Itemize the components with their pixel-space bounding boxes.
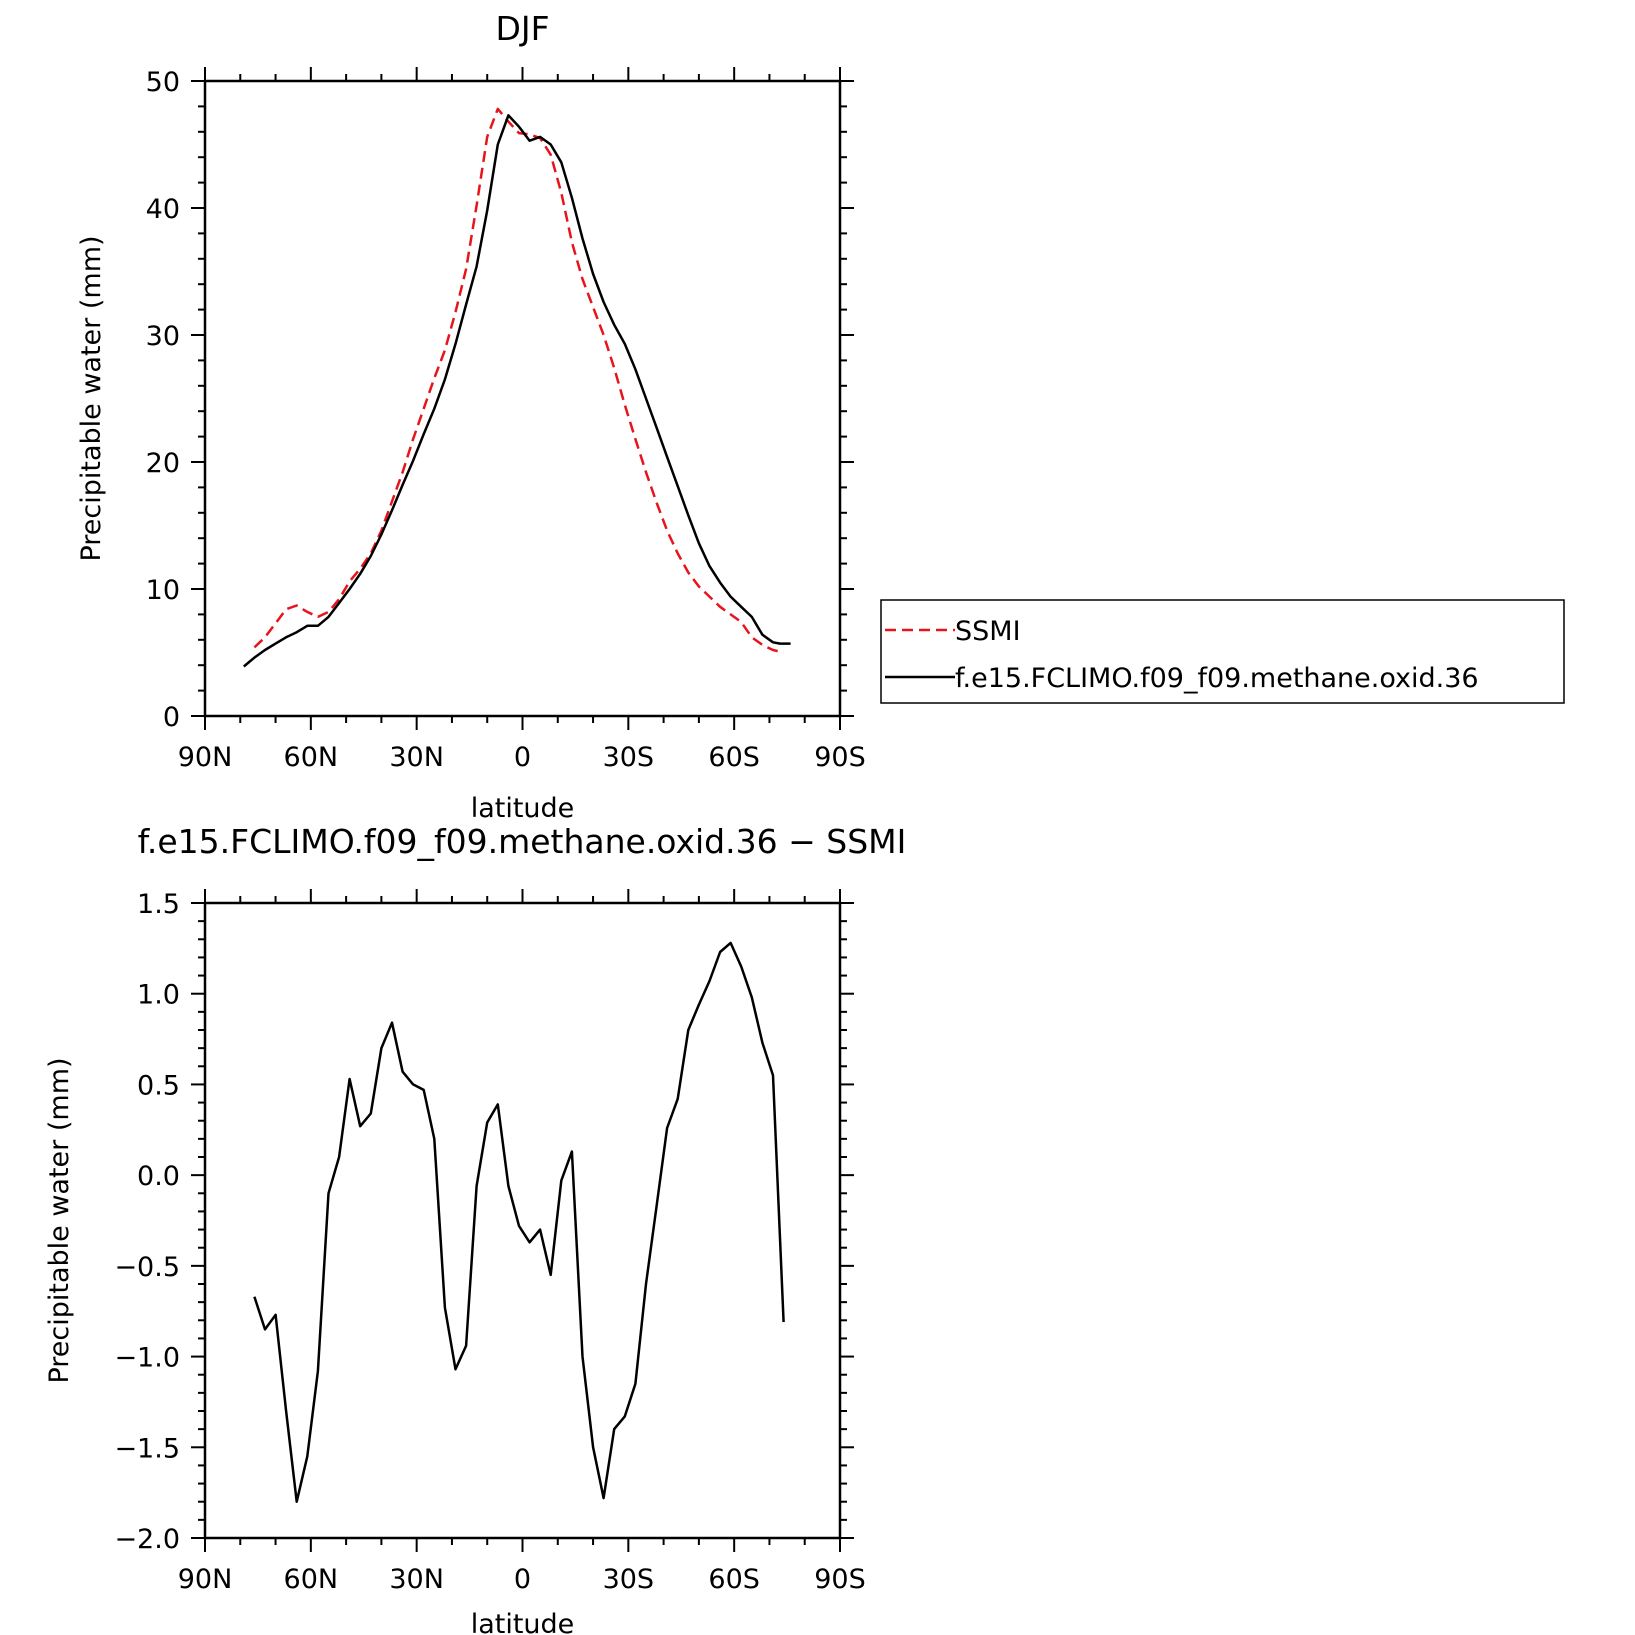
bottom-ytick-label: 0.5 xyxy=(137,1070,180,1101)
bottom-xtick-label: 30S xyxy=(603,1564,655,1595)
top-series-line-0 xyxy=(253,107,784,654)
top-xtick-label: 90S xyxy=(814,742,866,773)
bottom-y-axis-title: Precipitable water (mm) xyxy=(44,1057,75,1383)
legend: SSMI f.e15.FCLIMO.f09_f09.methane.oxid.3… xyxy=(880,599,1565,704)
legend-label-model: f.e15.FCLIMO.f09_f09.methane.oxid.36 xyxy=(955,663,1479,694)
bottom-plot-area: 90N 60N 30N 0 30S 60S 90S −2.0 −1.5 −1.0 −0.5 0.0 0.… xyxy=(114,889,866,1595)
top-ytick-label: 40 xyxy=(146,194,180,225)
top-plot-area: 90N 60N 30N 0 30S 60S 90S 0 10 20 30 40 50 xyxy=(146,67,866,773)
top-xtick-label: 30N xyxy=(389,742,444,773)
bottom-panel: f.e15.FCLIMO.f09_f09.methane.oxid.36 − S… xyxy=(44,822,906,1635)
legend-label-ssmi: SSMI xyxy=(955,616,1021,647)
bottom-ytick-label: −2.0 xyxy=(114,1524,180,1555)
bottom-ticks xyxy=(191,889,854,1552)
bottom-ytick-label: 0.0 xyxy=(137,1161,180,1192)
bottom-xtick-label: 0 xyxy=(514,1564,531,1595)
bottom-series-line-0 xyxy=(253,941,785,1503)
bottom-xtick-label: 90S xyxy=(814,1564,866,1595)
top-ytick-label: 20 xyxy=(146,448,180,479)
bottom-plot-frame xyxy=(203,901,842,1540)
bottom-xtick-label: 60N xyxy=(284,1564,339,1595)
bottom-plot-title: f.e15.FCLIMO.f09_f09.methane.oxid.36 − S… xyxy=(138,822,907,861)
top-xtick-label: 60N xyxy=(284,742,339,773)
top-x-axis-title: latitude xyxy=(471,793,575,824)
bottom-series xyxy=(253,941,785,1503)
bottom-ytick-label: −1.0 xyxy=(114,1343,180,1374)
top-y-axis-title: Precipitable water (mm) xyxy=(76,235,107,561)
top-plot-frame xyxy=(203,79,842,718)
bottom-ytick-label: −1.5 xyxy=(114,1433,180,1464)
top-tick-labels: 90N 60N 30N 0 30S 60S 90S 0 10 20 30 40 50 xyxy=(146,67,866,773)
top-ytick-label: 30 xyxy=(146,321,180,352)
top-xtick-label: 0 xyxy=(514,742,531,773)
top-xtick-label: 60S xyxy=(708,742,760,773)
bottom-ytick-label: 1.5 xyxy=(137,889,180,920)
top-series-line-1 xyxy=(242,114,791,668)
top-ytick-label: 10 xyxy=(146,575,180,606)
top-xtick-label: 30S xyxy=(603,742,655,773)
legend-box xyxy=(880,599,1565,704)
top-ytick-label: 50 xyxy=(146,67,180,98)
bottom-tick-labels: 90N 60N 30N 0 30S 60S 90S −2.0 −1.5 −1.0 −0.5 0.0 0.… xyxy=(114,889,865,1595)
bottom-ytick-label: −0.5 xyxy=(114,1252,180,1283)
top-xtick-label: 90N xyxy=(178,742,233,773)
top-panel: DJF 90N 60N 30N 0 30S 60S 90S 0 10 20 30 40 50 latit… xyxy=(76,9,866,824)
top-plot-title: DJF xyxy=(495,9,549,48)
bottom-ytick-label: 1.0 xyxy=(137,980,180,1011)
top-series xyxy=(242,107,791,668)
bottom-xtick-label: 90N xyxy=(178,1564,233,1595)
bottom-xtick-label: 30N xyxy=(389,1564,444,1595)
top-ytick-label: 0 xyxy=(163,702,180,733)
bottom-xtick-label: 60S xyxy=(708,1564,760,1595)
top-ticks xyxy=(191,67,854,730)
bottom-x-axis-title: latitude xyxy=(471,1609,575,1635)
